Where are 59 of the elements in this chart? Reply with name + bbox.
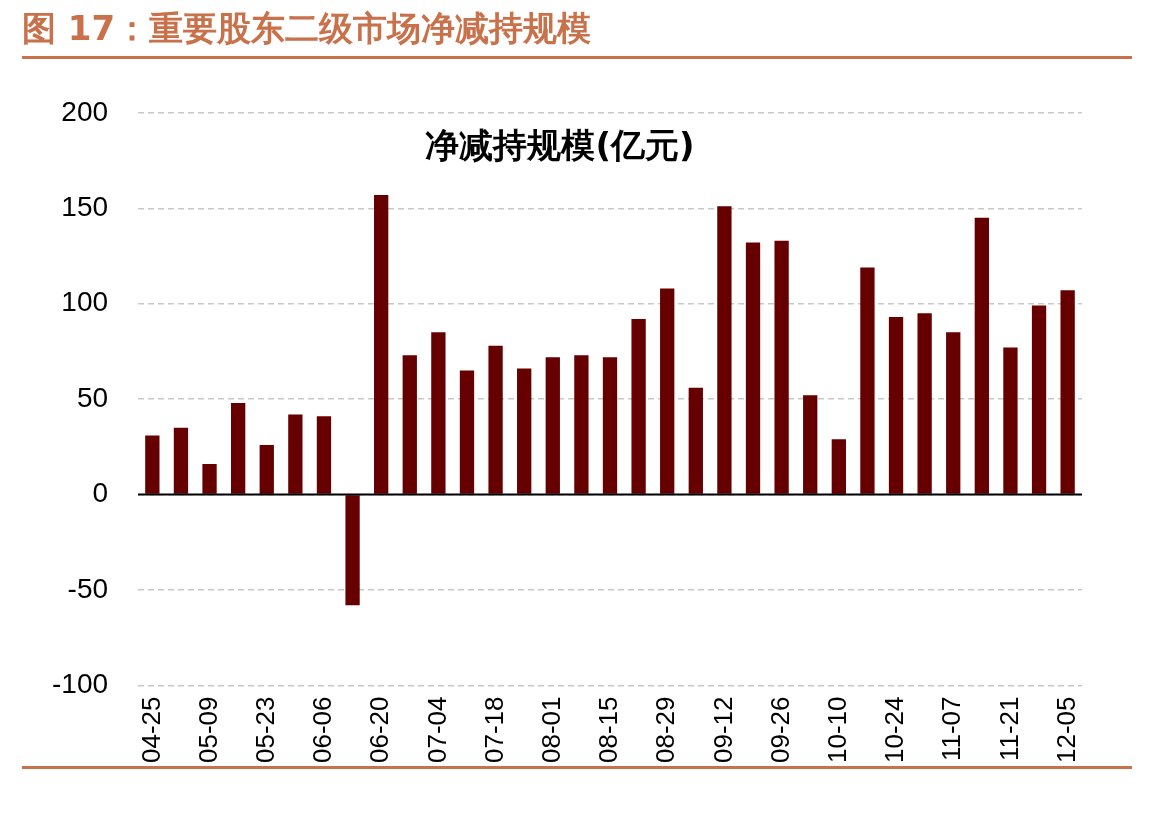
x-tick-label: 08-29 — [650, 696, 681, 763]
bar — [831, 439, 846, 494]
bar — [517, 368, 532, 494]
y-tick-label: 200 — [61, 95, 109, 127]
x-tick-label: 10-24 — [879, 696, 910, 763]
x-tick-label: 07-04 — [421, 696, 452, 763]
bar — [745, 242, 761, 494]
bar — [974, 217, 989, 494]
bar — [602, 357, 618, 494]
x-tick-label: 11-21 — [993, 696, 1024, 762]
x-tick-label: 09-12 — [707, 696, 738, 763]
y-tick-label: 150 — [61, 190, 109, 222]
x-tick-label: 06-20 — [364, 696, 395, 763]
y-tick-label: -100 — [51, 668, 109, 700]
y-tick-label: 0 — [92, 477, 109, 509]
bar — [946, 332, 961, 494]
bar — [888, 317, 904, 494]
bar — [545, 357, 560, 494]
x-tick-label: 12-05 — [1050, 696, 1081, 763]
x-tick-label: 04-25 — [135, 696, 166, 763]
bar — [574, 355, 589, 494]
bar — [860, 267, 875, 494]
x-tick-label: 11-07 — [936, 696, 967, 762]
bar — [173, 427, 189, 494]
bar — [917, 313, 932, 494]
bar — [431, 332, 446, 494]
bar — [202, 464, 217, 494]
bar — [631, 318, 646, 494]
bar — [316, 416, 332, 494]
y-tick-label: -50 — [67, 572, 109, 604]
chart-title: 图 17：重要股东二级市场净减持规模 — [22, 6, 1132, 59]
x-tick-label: 06-06 — [307, 696, 338, 763]
bar — [402, 355, 417, 494]
y-tick-label: 50 — [76, 381, 109, 413]
bar — [717, 206, 732, 494]
chart-subtitle: 净减持规模(亿元) — [425, 124, 695, 165]
bar — [345, 495, 360, 606]
x-tick-label: 07-18 — [478, 696, 509, 763]
bar — [1003, 347, 1018, 494]
bar — [488, 345, 503, 494]
bar — [1031, 305, 1047, 494]
bar — [288, 414, 303, 494]
bar — [660, 288, 675, 494]
x-tick-label: 08-15 — [593, 696, 624, 763]
bar — [145, 435, 160, 494]
bar — [774, 240, 789, 494]
x-tick-label: 08-01 — [535, 696, 566, 763]
x-tick-label: 05-23 — [249, 696, 280, 763]
bar — [231, 402, 246, 494]
bar — [803, 395, 818, 494]
bar — [459, 370, 475, 494]
bar — [259, 444, 274, 494]
bar — [688, 387, 703, 494]
x-tick-label: 05-09 — [192, 696, 223, 763]
x-tick-label: 10-10 — [821, 696, 852, 763]
x-tick-label: 09-26 — [764, 696, 795, 763]
bar — [374, 194, 389, 494]
bar — [1060, 290, 1075, 494]
y-tick-label: 100 — [61, 286, 109, 318]
